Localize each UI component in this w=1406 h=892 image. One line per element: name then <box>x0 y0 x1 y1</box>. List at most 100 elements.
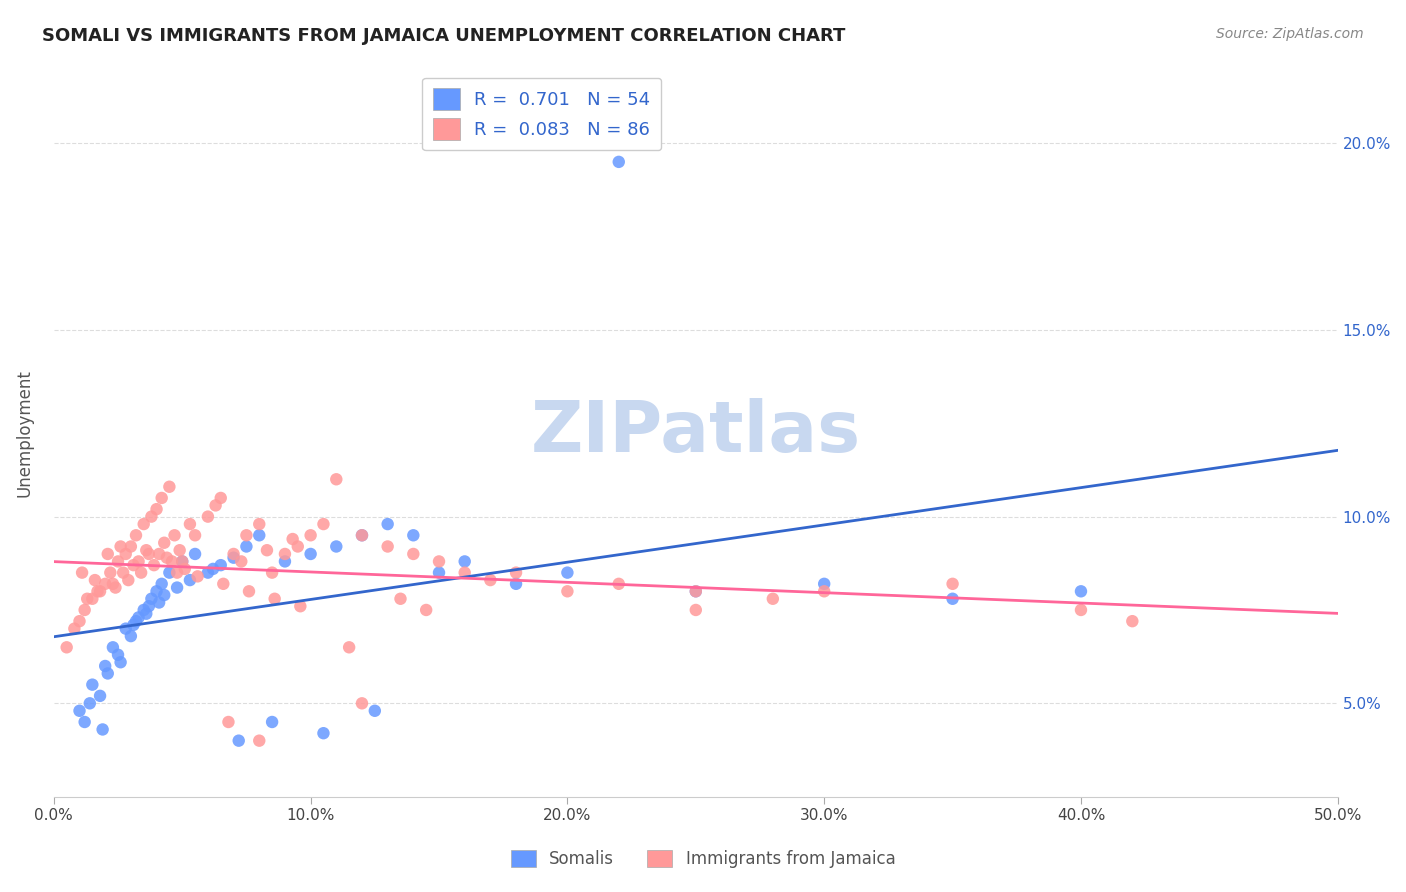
Point <box>281 532 304 546</box>
Point <box>82 591 104 606</box>
Legend: R =  0.701   N = 54, R =  0.083   N = 86: R = 0.701 N = 54, R = 0.083 N = 86 <box>422 78 661 151</box>
Point <box>128 610 150 624</box>
Point <box>312 517 335 532</box>
Point <box>145 584 167 599</box>
Text: ZIPatlas: ZIPatlas <box>530 398 860 467</box>
Point <box>101 577 124 591</box>
Point <box>685 603 707 617</box>
Point <box>122 558 145 573</box>
Point <box>172 554 194 568</box>
Point <box>685 584 707 599</box>
Point <box>125 614 148 628</box>
Point <box>350 528 373 542</box>
Point <box>337 640 360 655</box>
Point <box>125 528 148 542</box>
Point <box>148 595 170 609</box>
Point <box>350 696 373 710</box>
Point <box>942 577 965 591</box>
Point <box>262 714 284 729</box>
Point <box>179 517 201 532</box>
Point <box>89 689 111 703</box>
Point <box>141 591 163 606</box>
Point <box>209 558 232 573</box>
Point <box>287 540 309 554</box>
Point <box>217 714 239 729</box>
Point <box>184 528 207 542</box>
Legend: Somalis, Immigrants from Jamaica: Somalis, Immigrants from Jamaica <box>503 843 903 875</box>
Point <box>762 591 785 606</box>
Point <box>112 566 135 580</box>
Point <box>454 566 477 580</box>
Point <box>172 554 194 568</box>
Point <box>157 480 180 494</box>
Point <box>114 547 136 561</box>
Point <box>141 509 163 524</box>
Point <box>94 659 117 673</box>
Point <box>209 491 232 505</box>
Point <box>153 588 176 602</box>
Point <box>197 509 219 524</box>
Point <box>299 528 322 542</box>
Point <box>179 573 201 587</box>
Point <box>89 584 111 599</box>
Point <box>122 618 145 632</box>
Point <box>235 540 257 554</box>
Point <box>402 528 425 542</box>
Point <box>107 648 129 662</box>
Point <box>153 535 176 549</box>
Point <box>132 603 155 617</box>
Point <box>222 550 245 565</box>
Point <box>247 733 270 747</box>
Point <box>97 547 120 561</box>
Point <box>166 581 188 595</box>
Point <box>377 517 399 532</box>
Point <box>114 622 136 636</box>
Point <box>138 599 160 614</box>
Point <box>415 603 437 617</box>
Point <box>82 678 104 692</box>
Y-axis label: Unemployment: Unemployment <box>15 368 32 497</box>
Point <box>73 714 96 729</box>
Point <box>104 581 127 595</box>
Point <box>222 547 245 561</box>
Point <box>98 566 121 580</box>
Point <box>55 640 77 655</box>
Text: SOMALI VS IMMIGRANTS FROM JAMAICA UNEMPLOYMENT CORRELATION CHART: SOMALI VS IMMIGRANTS FROM JAMAICA UNEMPL… <box>42 27 845 45</box>
Point <box>263 591 285 606</box>
Point <box>274 554 297 568</box>
Point <box>91 723 114 737</box>
Point <box>479 573 502 587</box>
Point <box>325 472 347 486</box>
Point <box>166 566 188 580</box>
Point <box>157 566 180 580</box>
Point <box>212 577 235 591</box>
Point <box>557 584 579 599</box>
Point <box>86 584 108 599</box>
Point <box>505 577 527 591</box>
Point <box>274 547 297 561</box>
Point <box>402 547 425 561</box>
Point <box>262 566 284 580</box>
Point <box>76 591 98 606</box>
Point <box>63 622 86 636</box>
Point <box>427 566 450 580</box>
Point <box>107 554 129 568</box>
Point <box>120 540 142 554</box>
Point <box>145 502 167 516</box>
Point <box>350 528 373 542</box>
Point <box>256 543 278 558</box>
Point <box>204 499 226 513</box>
Point <box>197 566 219 580</box>
Point <box>169 543 191 558</box>
Point <box>187 569 209 583</box>
Point <box>94 577 117 591</box>
Point <box>238 584 260 599</box>
Point <box>110 655 132 669</box>
Point <box>97 666 120 681</box>
Point <box>813 577 835 591</box>
Point <box>454 554 477 568</box>
Point <box>132 517 155 532</box>
Point <box>184 547 207 561</box>
Point <box>607 577 630 591</box>
Point <box>1070 603 1092 617</box>
